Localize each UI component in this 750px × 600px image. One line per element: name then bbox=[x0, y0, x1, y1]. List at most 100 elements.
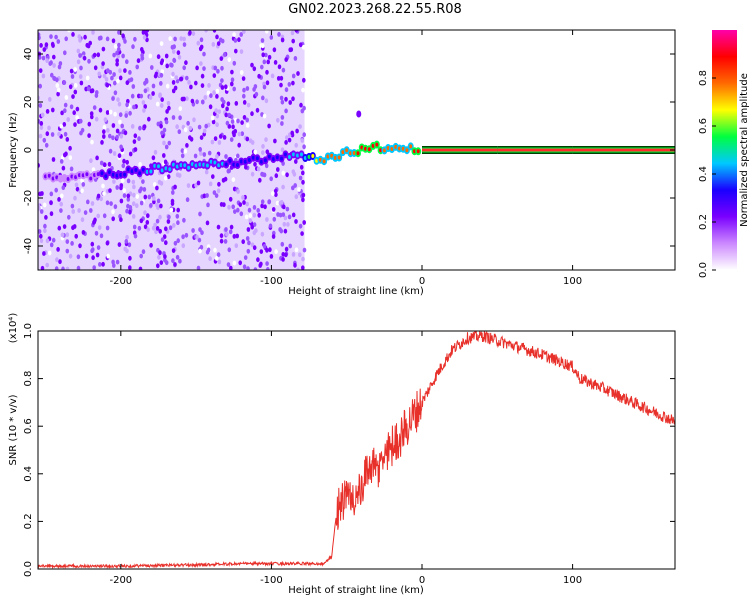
signal-blob bbox=[213, 160, 217, 165]
noise-speckle bbox=[301, 192, 306, 198]
noise-speckle bbox=[211, 42, 216, 47]
noise-speckle bbox=[132, 224, 137, 230]
noise-speckle bbox=[242, 100, 247, 105]
noise-speckle bbox=[242, 200, 246, 205]
noise-speckle bbox=[250, 242, 255, 248]
signal-blob bbox=[397, 146, 401, 151]
noise-speckle bbox=[45, 238, 50, 244]
noise-speckle bbox=[97, 225, 102, 231]
signal-blob bbox=[263, 158, 267, 163]
spectrogram-y-tick-label: -40 bbox=[23, 238, 34, 254]
noise-speckle bbox=[80, 127, 85, 133]
noise-speckle bbox=[38, 191, 42, 197]
noise-speckle bbox=[262, 84, 267, 90]
noise-speckle bbox=[291, 212, 296, 218]
noise-speckle bbox=[177, 173, 182, 178]
noise-speckle bbox=[159, 72, 164, 78]
noise-speckle bbox=[208, 256, 212, 262]
noise-speckle bbox=[283, 228, 288, 234]
noise-speckle bbox=[65, 137, 70, 142]
noise-speckle bbox=[302, 132, 307, 138]
signal-blob bbox=[303, 156, 307, 160]
signal-blob bbox=[288, 155, 291, 159]
noise-speckle bbox=[64, 95, 69, 100]
noise-speckle bbox=[239, 32, 243, 37]
signal-blob bbox=[315, 158, 319, 163]
noise-speckle bbox=[40, 265, 45, 270]
noise-speckle bbox=[81, 230, 86, 235]
noise-speckle bbox=[62, 224, 67, 230]
noise-speckle bbox=[265, 69, 269, 75]
noise-speckle bbox=[280, 199, 284, 205]
signal-blob bbox=[74, 175, 78, 180]
noise-speckle bbox=[184, 60, 188, 66]
noise-speckle bbox=[291, 38, 296, 44]
noise-speckle bbox=[158, 250, 162, 256]
noise-speckle bbox=[59, 208, 63, 214]
noise-speckle bbox=[265, 30, 269, 34]
noise-speckle bbox=[265, 261, 269, 266]
noise-speckle bbox=[142, 108, 146, 113]
noise-speckle bbox=[173, 36, 177, 42]
noise-speckle bbox=[173, 240, 178, 246]
noise-speckle bbox=[102, 191, 106, 197]
noise-speckle bbox=[195, 234, 199, 240]
noise-speckle bbox=[180, 153, 185, 159]
noise-speckle bbox=[44, 42, 49, 48]
noise-speckle bbox=[57, 225, 62, 231]
noise-speckle bbox=[160, 69, 165, 74]
signal-blob bbox=[356, 151, 360, 156]
noise-speckle bbox=[290, 130, 295, 136]
noise-speckle bbox=[112, 72, 116, 77]
noise-speckle bbox=[198, 46, 203, 52]
noise-speckle bbox=[284, 140, 288, 145]
noise-speckle bbox=[111, 96, 115, 101]
noise-speckle bbox=[164, 144, 169, 150]
noise-speckle bbox=[105, 68, 110, 74]
signal-blob bbox=[153, 163, 157, 168]
noise-speckle bbox=[250, 62, 254, 68]
noise-speckle bbox=[83, 210, 88, 216]
noise-speckle bbox=[49, 242, 54, 248]
noise-speckle bbox=[65, 239, 70, 245]
noise-speckle bbox=[39, 125, 44, 130]
noise-speckle bbox=[157, 179, 162, 185]
noise-speckle bbox=[107, 161, 112, 167]
noise-speckle bbox=[170, 44, 175, 50]
noise-speckle bbox=[77, 208, 81, 213]
colorbar-tick-label: 0.4 bbox=[698, 166, 709, 182]
noise-speckle bbox=[263, 204, 267, 210]
noise-speckle bbox=[241, 239, 245, 245]
noise-speckle bbox=[258, 177, 262, 183]
noise-speckle bbox=[42, 202, 47, 208]
noise-speckle bbox=[128, 265, 132, 270]
noise-speckle bbox=[140, 47, 144, 52]
noise-speckle bbox=[125, 234, 129, 240]
noise-speckle bbox=[49, 191, 54, 197]
noise-speckle bbox=[274, 249, 278, 255]
noise-speckle bbox=[168, 225, 173, 231]
noise-speckle bbox=[61, 185, 66, 191]
noise-speckle bbox=[187, 80, 191, 85]
noise-speckle bbox=[188, 30, 192, 36]
signal-blob bbox=[168, 167, 172, 172]
noise-speckle bbox=[99, 233, 104, 239]
noise-speckle bbox=[92, 265, 96, 270]
noise-speckle bbox=[222, 202, 226, 208]
noise-speckle bbox=[132, 184, 136, 190]
noise-speckle bbox=[163, 254, 167, 259]
signal-blob bbox=[311, 154, 315, 158]
noise-speckle bbox=[63, 152, 67, 158]
noise-speckle bbox=[248, 138, 253, 144]
noise-speckle bbox=[140, 53, 144, 58]
noise-speckle bbox=[248, 213, 253, 219]
noise-speckle bbox=[95, 252, 100, 258]
noise-speckle bbox=[246, 227, 251, 232]
colorbar-tick-label: 0.8 bbox=[698, 70, 709, 86]
noise-speckle bbox=[291, 80, 295, 86]
noise-speckle bbox=[294, 30, 299, 33]
noise-speckle bbox=[215, 94, 219, 99]
noise-speckle bbox=[302, 220, 307, 225]
noise-speckle bbox=[237, 37, 241, 43]
noise-speckle bbox=[270, 73, 275, 79]
